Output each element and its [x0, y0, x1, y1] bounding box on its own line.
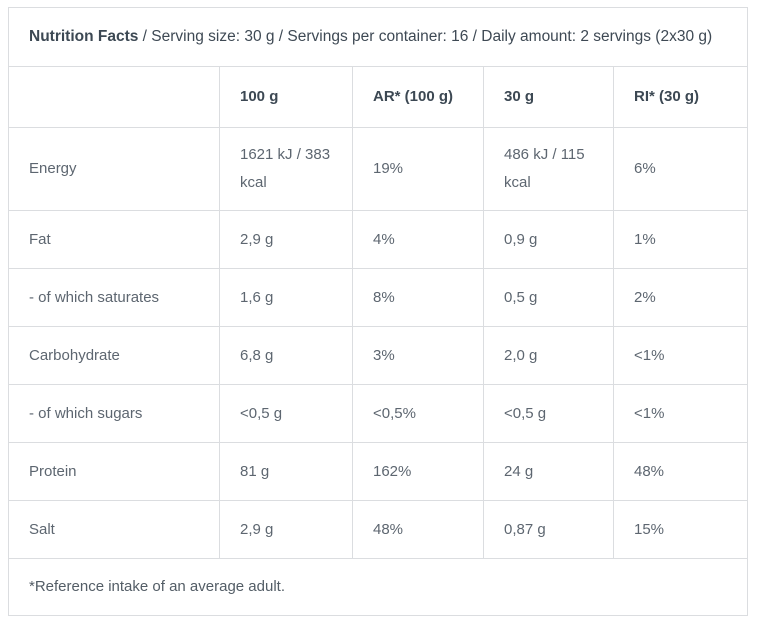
- cell-value: 1621 kJ / 383 kcal: [219, 127, 353, 211]
- cell-value: 4%: [352, 210, 484, 269]
- cell-value: 2%: [612, 268, 749, 327]
- cell-value: 48%: [352, 500, 484, 559]
- cell-value: 19%: [352, 127, 484, 211]
- table-row-saturates: - of which saturates 1,6 g 8% 0,5 g 2%: [8, 268, 749, 327]
- cell-value: 162%: [352, 442, 484, 501]
- cell-value: 2,9 g: [219, 500, 353, 559]
- cell-value: 0,5 g: [483, 268, 614, 327]
- row-label: Energy: [8, 127, 220, 211]
- cell-value: 0,9 g: [483, 210, 614, 269]
- cell-value: 2,0 g: [483, 326, 614, 385]
- nutrition-facts-title: Nutrition Facts: [29, 28, 139, 45]
- table-row-energy: Energy 1621 kJ / 383 kcal 19% 486 kJ / 1…: [8, 127, 749, 211]
- column-header-ri-30g: RI* (30 g): [612, 66, 749, 128]
- cell-value: 6,8 g: [219, 326, 353, 385]
- cell-value: 48%: [612, 442, 749, 501]
- cell-value: <0,5 g: [483, 384, 614, 443]
- nutrition-facts-table: Nutrition Facts / Serving size: 30 g / S…: [7, 7, 749, 616]
- footnote-row: *Reference intake of an average adult.: [7, 558, 749, 616]
- row-label: - of which sugars: [8, 384, 220, 443]
- cell-value: 6%: [612, 127, 749, 211]
- table-row-sugars: - of which sugars <0,5 g <0,5% <0,5 g <1…: [8, 384, 749, 443]
- cell-value: 24 g: [483, 442, 614, 501]
- cell-value: 3%: [352, 326, 484, 385]
- column-header-row: 100 g AR* (100 g) 30 g RI* (30 g): [8, 66, 749, 128]
- cell-value: <1%: [612, 326, 749, 385]
- cell-value: 1%: [612, 210, 749, 269]
- row-label: Carbohydrate: [8, 326, 220, 385]
- cell-value: <0,5 g: [219, 384, 353, 443]
- cell-value: 81 g: [219, 442, 353, 501]
- table-title-cell: Nutrition Facts / Serving size: 30 g / S…: [7, 7, 749, 67]
- cell-value: <0,5%: [352, 384, 484, 443]
- column-header-empty: [8, 66, 220, 128]
- table-row-fat: Fat 2,9 g 4% 0,9 g 1%: [8, 210, 749, 269]
- serving-info-text: / Serving size: 30 g / Servings per cont…: [138, 28, 713, 45]
- cell-value: 486 kJ / 115 kcal: [483, 127, 614, 211]
- cell-value: 2,9 g: [219, 210, 353, 269]
- column-header-100g: 100 g: [219, 66, 353, 128]
- table-row-carbohydrate: Carbohydrate 6,8 g 3% 2,0 g <1%: [8, 326, 749, 385]
- row-label: Protein: [8, 442, 220, 501]
- row-label: Fat: [8, 210, 220, 269]
- table-row-salt: Salt 2,9 g 48% 0,87 g 15%: [8, 500, 749, 559]
- cell-value: 1,6 g: [219, 268, 353, 327]
- cell-value: 15%: [612, 500, 749, 559]
- column-header-ar-100g: AR* (100 g): [352, 66, 484, 128]
- cell-value: 0,87 g: [483, 500, 614, 559]
- column-header-30g: 30 g: [483, 66, 614, 128]
- table-row-protein: Protein 81 g 162% 24 g 48%: [8, 442, 749, 501]
- reference-intake-footnote: *Reference intake of an average adult.: [7, 558, 749, 616]
- row-label: Salt: [8, 500, 220, 559]
- row-label: - of which saturates: [8, 268, 220, 327]
- cell-value: <1%: [612, 384, 749, 443]
- table-title-row: Nutrition Facts / Serving size: 30 g / S…: [7, 7, 749, 67]
- cell-value: 8%: [352, 268, 484, 327]
